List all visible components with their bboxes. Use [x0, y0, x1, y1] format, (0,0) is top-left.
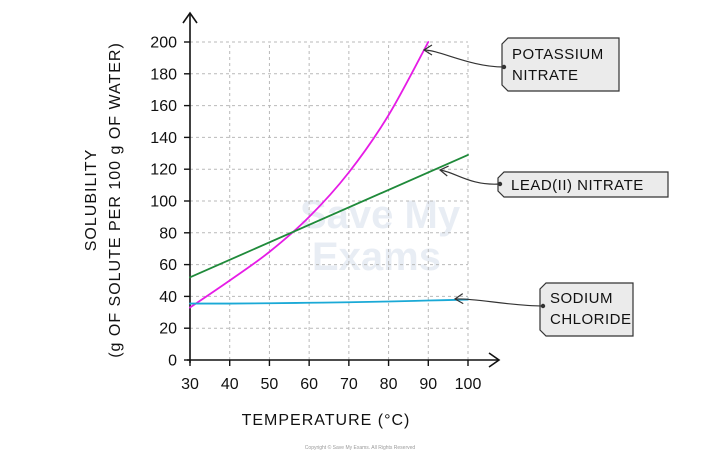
y-tick-label-160: 160 [150, 98, 177, 115]
lead-ii-nitrate-label-text-1: LEAD(II) NITRATE [511, 177, 644, 194]
sodium-chloride-label-box [539, 282, 634, 337]
copyright-text: Copyright © Save My Exams. All Rights Re… [305, 444, 416, 451]
y-tick-label-140: 140 [150, 130, 177, 147]
y-axis-title-line-2: (g OF SOLUTE PER 100 g OF WATER) [107, 42, 124, 358]
y-axis-arrow [182, 11, 198, 24]
y-tick-label-20: 20 [159, 321, 177, 338]
y-tick-label-200: 200 [150, 35, 177, 52]
x-axis-title: TEMPERATURE (°C) [242, 412, 411, 429]
x-tick-label-50: 50 [261, 376, 279, 393]
potassium-nitrate-line [189, 41, 430, 309]
y-tick-label-60: 60 [159, 257, 177, 274]
potassium-nitrate-pointer [423, 49, 505, 68]
watermark: Save My Exams [300, 193, 461, 279]
sodium-chloride-line [189, 298, 469, 305]
y-tick-label-180: 180 [150, 66, 177, 83]
y-tick-label-120: 120 [150, 162, 177, 179]
series-lines [189, 41, 469, 309]
y-axis-title-line-1: SOLUBILITY [83, 149, 100, 251]
sodium-chloride-label-text-1: SODIUM [550, 290, 613, 307]
watermark-line-1: Save My [300, 193, 461, 237]
ticks: 30 40 50 60 70 80 90 100 0 20 40 60 80 100 120 140 160 18… [150, 35, 481, 394]
y-tick-label-100: 100 [150, 194, 177, 211]
sodium-chloride-pointer-dot [540, 303, 546, 309]
y-tick-label-80: 80 [159, 225, 177, 242]
sodium-chloride-pointer-arrowhead [453, 293, 464, 305]
series-labels: POTASSIUM NITRATE LEAD(II) NITRATE SODIUM CH… [422, 37, 669, 337]
x-tick-label-80: 80 [380, 376, 398, 393]
sodium-chloride-pointer [454, 298, 544, 307]
x-tick-label-70: 70 [340, 376, 358, 393]
potassium-nitrate-label-text-1: POTASSIUM [512, 46, 604, 63]
potassium-nitrate-label-text-2: NITRATE [512, 67, 579, 84]
sodium-chloride-label: SODIUM CHLORIDE [453, 282, 634, 337]
y-tick-label-0: 0 [168, 353, 177, 370]
potassium-nitrate-pointer-dot [501, 64, 507, 70]
potassium-nitrate-label: POTASSIUM NITRATE [422, 37, 620, 92]
x-axis-arrow [488, 352, 501, 368]
axes [182, 11, 501, 368]
lead-ii-nitrate-pointer-arrowhead [438, 165, 449, 177]
x-tick-label-30: 30 [181, 376, 199, 393]
potassium-nitrate-label-box [501, 37, 620, 92]
grid [190, 41, 469, 360]
y-tick-label-40: 40 [159, 289, 177, 306]
lead-ii-nitrate-label-box [497, 171, 669, 198]
watermark-line-2: Exams [312, 235, 441, 279]
lead-ii-nitrate-pointer-dot [497, 181, 503, 187]
lead-ii-nitrate-pointer [439, 169, 501, 185]
potassium-nitrate-pointer-arrowhead [422, 44, 433, 56]
sodium-chloride-label-text-2: CHLORIDE [550, 311, 632, 328]
x-tick-label-90: 90 [419, 376, 437, 393]
lead-ii-nitrate-line [189, 153, 469, 279]
lead-ii-nitrate-label: LEAD(II) NITRATE [438, 165, 669, 198]
x-tick-label-60: 60 [300, 376, 318, 393]
x-tick-label-40: 40 [221, 376, 239, 393]
x-tick-label-100: 100 [455, 376, 482, 393]
